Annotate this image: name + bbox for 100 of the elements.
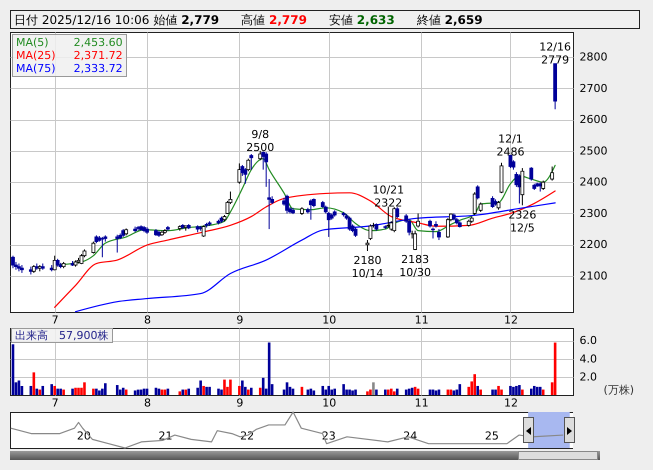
bar	[542, 390, 545, 395]
candlestick	[416, 212, 420, 228]
x-tick-label: 12	[504, 396, 518, 410]
bar	[538, 386, 542, 395]
bar	[515, 386, 518, 395]
bar	[158, 388, 160, 395]
candlestick	[550, 166, 554, 182]
bar	[124, 390, 128, 395]
bar	[136, 390, 140, 395]
bar	[229, 380, 232, 395]
chart-title: 出来高 57,900株	[11, 328, 112, 343]
bar	[241, 380, 244, 395]
bar	[384, 390, 387, 395]
bar	[223, 380, 226, 395]
x-tick-label: 9	[236, 396, 244, 410]
y-tick-label: 2600	[580, 113, 608, 126]
bar	[217, 388, 220, 395]
bar	[473, 374, 476, 395]
x-tick-label: 21	[158, 430, 173, 442]
bar	[300, 386, 304, 395]
x-tick-label: 11	[414, 314, 429, 326]
bar	[166, 388, 170, 395]
bar	[396, 388, 399, 395]
bar	[202, 386, 205, 395]
candlestick	[348, 216, 352, 232]
bar	[369, 390, 372, 395]
bar	[286, 382, 288, 395]
x-tick-label: 10	[322, 396, 336, 410]
text: MA(25)	[16, 49, 56, 62]
bar	[83, 382, 86, 395]
bar	[178, 391, 182, 395]
candlestick	[92, 241, 96, 254]
text: 始値 2,779	[153, 13, 220, 27]
y-tick-label: 2500	[580, 144, 608, 158]
bar	[530, 388, 533, 395]
bar	[56, 388, 59, 395]
bar	[324, 390, 328, 395]
bar	[312, 390, 316, 395]
candlestick	[246, 158, 250, 172]
bar	[387, 390, 390, 395]
bar	[98, 390, 101, 395]
bar	[142, 388, 146, 395]
bar	[250, 388, 253, 395]
bar	[446, 390, 450, 395]
bar	[438, 390, 440, 395]
x-tick-label: 8	[144, 314, 152, 326]
bar	[208, 386, 211, 395]
bar	[92, 388, 95, 395]
text: MA(5)	[16, 36, 49, 49]
bar	[509, 386, 512, 395]
bar	[18, 380, 20, 395]
candlestick	[354, 227, 358, 238]
bar	[220, 390, 223, 395]
candlestick	[115, 234, 120, 254]
bar	[458, 384, 462, 395]
x-tick-label: 23	[322, 430, 336, 442]
bar	[122, 388, 124, 395]
bar	[288, 386, 292, 395]
bar	[104, 383, 107, 395]
bar	[116, 385, 119, 395]
bar	[74, 388, 77, 395]
candlestick	[202, 224, 206, 238]
annotation: 2,453.60	[74, 36, 123, 49]
text: 安値 2,633	[328, 13, 395, 27]
annotation: 9/8 2500	[246, 128, 274, 154]
candlestick	[249, 154, 254, 170]
bar	[247, 390, 250, 395]
bar	[452, 390, 456, 395]
candlestick	[478, 202, 483, 212]
x-tick-label: 12	[504, 314, 518, 326]
bar	[536, 386, 539, 395]
bar	[408, 388, 410, 395]
candlestick	[490, 196, 494, 208]
bar	[36, 388, 38, 395]
x-tick-label: 10	[322, 314, 336, 326]
annotation: 2183 10/30	[399, 253, 431, 280]
bar	[392, 391, 396, 395]
bar	[164, 390, 166, 395]
text: 終値 2,659	[416, 13, 483, 27]
bar	[59, 388, 62, 395]
bar	[258, 388, 262, 395]
bar	[554, 342, 556, 395]
y-tick-label: 2400	[580, 176, 608, 189]
bar	[375, 390, 378, 395]
candlestick	[366, 240, 370, 252]
y-tick-label: 6.0	[580, 334, 597, 348]
bar	[140, 390, 142, 395]
bar	[491, 390, 494, 395]
x-tick-label: 7	[52, 396, 59, 410]
bar	[95, 388, 98, 395]
bar	[404, 390, 408, 395]
bar	[205, 386, 208, 395]
bar	[53, 386, 56, 395]
bar	[32, 372, 36, 395]
candlestick	[368, 224, 372, 241]
text: 高値 2,779	[241, 13, 307, 27]
candlestick	[529, 166, 534, 182]
y-tick-label: 4.0	[580, 352, 597, 366]
bar	[342, 384, 345, 395]
bar	[160, 390, 164, 395]
